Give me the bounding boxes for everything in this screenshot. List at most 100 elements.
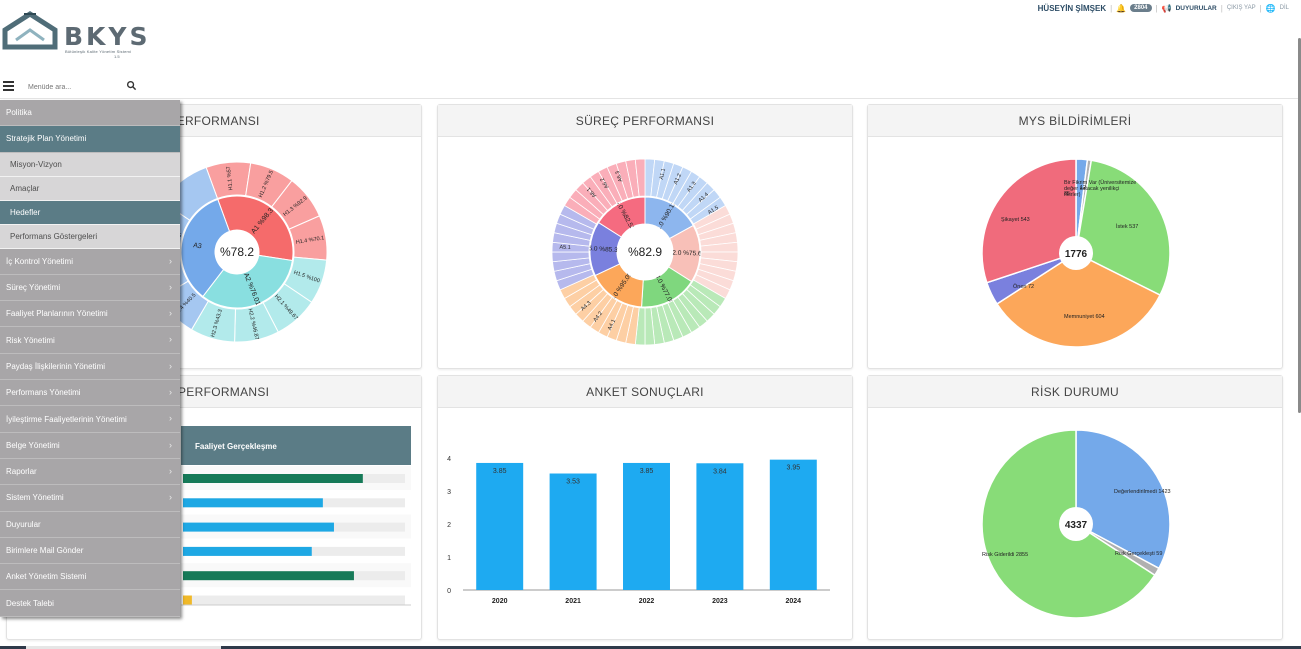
sidebar-item-mail[interactable]: Birimlere Mail Gönder	[0, 538, 180, 565]
pie-slice-label: İstek 537	[1116, 223, 1138, 230]
pie-slice-label: Risk Giderildi 2855	[982, 552, 1028, 558]
sidebar-item-label: Stratejik Plan Yönetimi	[6, 134, 87, 144]
submenu-item-performans-gostergeleri[interactable]: Performans Göstergeleri	[0, 224, 180, 249]
logo-version: 1.5	[114, 54, 120, 59]
bar-value-label: 3.84	[713, 468, 727, 475]
scrollbar-thumb[interactable]	[26, 646, 221, 649]
sidebar-item-performans[interactable]: Performans Yönetimi ›	[0, 380, 180, 407]
user-name-link[interactable]: HÜSEYİN ŞİMŞEK	[1037, 3, 1107, 13]
bar-value-label: 3.53	[566, 479, 580, 486]
sidebar-item-label: Risk Yönetimi	[6, 335, 55, 345]
sidebar-item-risk[interactable]: Risk Yönetimi ›	[0, 327, 180, 354]
announcements-link[interactable]: DUYURULAR	[1175, 4, 1217, 12]
x-tick-label: 2021	[565, 598, 581, 605]
table-header-label: Faaliyet Gerçekleşme	[195, 442, 277, 451]
megaphone-icon: 📢	[1161, 3, 1172, 13]
outer-slice-label: A6.2	[600, 176, 611, 189]
card-title: RİSK DURUMU	[868, 376, 1282, 408]
outer-slice-label: A4.1	[607, 319, 617, 332]
top-bar: HÜSEYİN ŞİMŞEK | 🔔 2804 | 📢 DUYURULAR | …	[1038, 2, 1289, 14]
logo-subtitle: Bütünleşik Kalite Yönetim Sistemi	[65, 49, 132, 54]
logo[interactable]: BKYS Bütünleşik Kalite Yönetim Sistemi 1…	[2, 10, 152, 59]
sidebar-item-label: Raporlar	[6, 467, 37, 477]
progress-fill	[183, 474, 363, 483]
sidebar-item-label: Faaliyet Planlarının Yönetimi	[6, 309, 108, 319]
center-hole	[1059, 236, 1093, 270]
sidebar-item-label: Performans Yönetimi	[6, 388, 81, 398]
vertical-scrollbar[interactable]	[1298, 38, 1301, 413]
sidebar-item-faaliyet-planlari[interactable]: Faaliyet Planlarının Yönetimi ›	[0, 301, 180, 328]
sidebar-item-iyilestirme[interactable]: İyileştirme Faaliyetlerinin Yönetimi ›	[0, 406, 180, 433]
pie-slice-label: Değerlendirilmedi 1423	[1114, 489, 1171, 495]
chevron-right-icon: ›	[169, 413, 172, 424]
bar	[623, 462, 670, 590]
bar-value-label: 3.95	[786, 465, 800, 472]
pie-slice	[1075, 159, 1171, 297]
bar	[769, 459, 817, 590]
y-tick-label: 3	[447, 489, 451, 496]
sidebar-item-belge[interactable]: Belge Yönetimi ›	[0, 433, 180, 459]
notification-badge[interactable]: 2804	[1130, 4, 1152, 12]
chevron-right-icon: ›	[169, 465, 172, 476]
chevron-right-icon: ›	[169, 281, 172, 292]
divider: |	[1220, 3, 1223, 13]
x-tick-label: 2022	[639, 598, 655, 605]
submenu-item-amaclar[interactable]: Amaçlar	[0, 176, 180, 201]
progress-track	[183, 595, 405, 605]
y-tick-label: 4	[447, 456, 451, 463]
horizontal-scrollbar[interactable]	[0, 646, 1301, 649]
sidebar-item-surec[interactable]: Süreç Yönetimi ›	[0, 275, 180, 302]
progress-fill	[183, 546, 312, 556]
y-tick-label: 2	[447, 522, 451, 529]
sidebar-item-sistem[interactable]: Sistem Yönetimi ›	[0, 485, 180, 512]
language-link[interactable]: DİL	[1279, 5, 1289, 11]
pie-slice-label: 12	[1080, 185, 1086, 191]
inner-slice-label: A3	[193, 242, 203, 250]
globe-icon[interactable]: 🌐	[1265, 3, 1276, 13]
sidebar-item-label: Destek Talebi	[6, 598, 54, 608]
sidebar-item-destek[interactable]: Destek Talebi	[0, 590, 180, 617]
logo-icon	[2, 11, 58, 50]
x-tick-label: 2020	[492, 598, 508, 605]
mys-pie-chart: 35 12 İstek 537 Memnuniyet 604 Öneri 72 Şikay…	[981, 158, 1171, 348]
sidebar-item-label: Politika	[6, 108, 32, 118]
sidebar-menu: Politika Stratejik Plan Yönetimi Misyon-…	[0, 100, 180, 617]
center-hole	[617, 224, 673, 280]
center-hole	[215, 230, 259, 274]
outer-slice-label: A1.1	[659, 168, 667, 180]
y-tick-label: 0	[447, 588, 451, 595]
outer-slice-label: A1.2	[673, 173, 683, 186]
sidebar-item-label: Sistem Yönetimi	[6, 493, 64, 503]
sidebar-item-anket[interactable]: Anket Yönetim Sistemi	[0, 564, 180, 591]
center-label: 4337	[1065, 520, 1088, 531]
sidebar-item-label: Süreç Yönetimi	[6, 283, 61, 293]
submenu-item-hedefler[interactable]: Hedefler	[0, 200, 180, 225]
sidebar-item-politika[interactable]: Politika	[0, 100, 180, 127]
hamburger-menu-icon[interactable]	[3, 81, 14, 91]
submenu-item-misyon-vizyon[interactable]: Misyon-Vizyon	[0, 152, 180, 177]
logout-link[interactable]: ÇIKIŞ YAP	[1226, 5, 1256, 11]
chevron-right-icon: ›	[169, 492, 172, 503]
card-title: SÜREÇ PERFORMANSI	[438, 105, 852, 137]
card-title: ANKET SONUÇLARI	[438, 376, 852, 408]
card-surec-performansi: SÜREÇ PERFORMANSI 1.0 %90.12 2.0 %75.6 3.0…	[437, 104, 853, 369]
sidebar-item-stratejik-plan[interactable]: Stratejik Plan Yönetimi	[0, 126, 180, 153]
outer-slice-label: H1.1 %57	[226, 166, 234, 191]
sidebar-item-ic-kontrol[interactable]: İç Kontrol Yönetimi ›	[0, 249, 180, 275]
sidebar-item-paydas[interactable]: Paydaş İlişkilerinin Yönetimi ›	[0, 354, 180, 381]
divider: |	[1259, 3, 1262, 13]
bell-icon[interactable]: 🔔	[1116, 3, 1127, 13]
anket-bar-chart: 0 1 2 3 4 3.85 2020 3.53 2021 3.85 2022 3.84 2023 3.9…	[447, 456, 830, 605]
chevron-right-icon: ›	[169, 255, 172, 266]
sidebar-item-raporlar[interactable]: Raporlar ›	[0, 459, 180, 486]
pie-slice-name: fikirler)	[1064, 192, 1081, 198]
divider: |	[1155, 3, 1158, 13]
logo-text: BKYS	[64, 22, 151, 51]
sidebar-item-duyurular[interactable]: Duyurular	[0, 512, 180, 538]
menu-search-input[interactable]	[28, 80, 133, 94]
search-icon[interactable]	[126, 80, 137, 91]
pie-slice-name: Bir Fikrim Var (Üniversitemize	[1064, 179, 1136, 186]
center-label: %78.2	[220, 245, 254, 259]
divider	[0, 98, 1301, 99]
